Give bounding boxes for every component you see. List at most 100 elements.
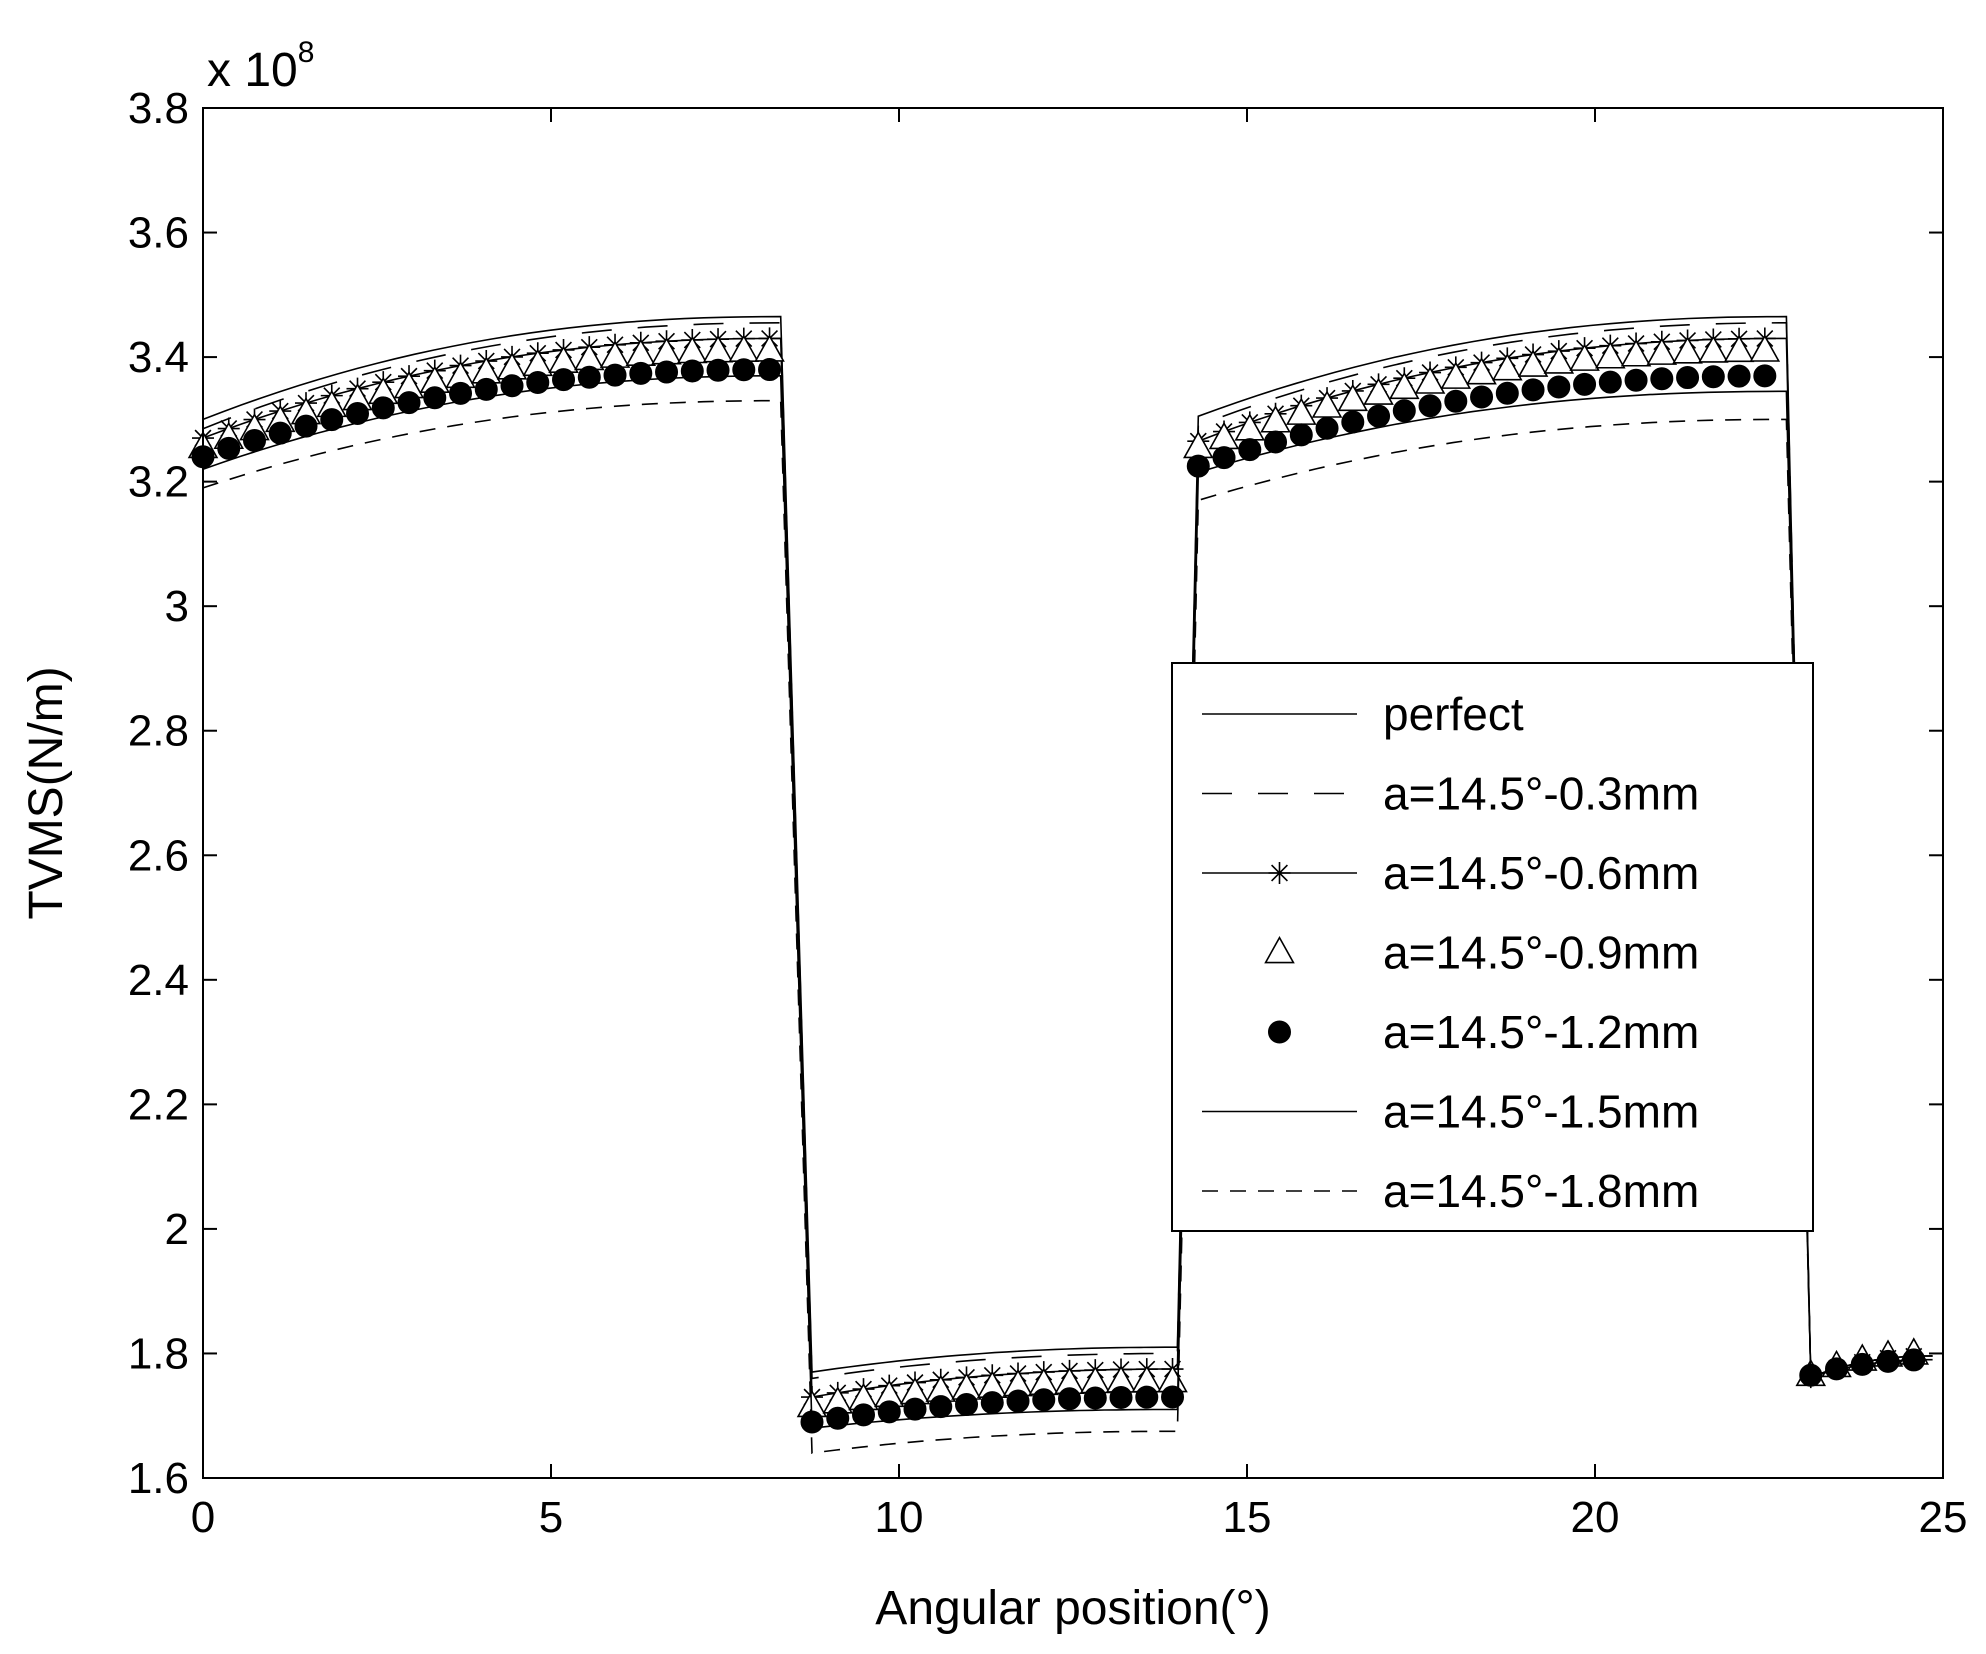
dot-marker: [1624, 368, 1648, 392]
triangle-marker: [1389, 371, 1420, 400]
triangle-marker: [1440, 361, 1472, 389]
y-tick-label: 2.8: [128, 707, 189, 756]
dot-marker: [877, 1400, 901, 1424]
legend-label: a=14.5°-1.2mm: [1383, 1006, 1699, 1058]
triangle-marker: [1337, 383, 1369, 412]
y-tick-label: 3.2: [128, 458, 189, 507]
dot-marker: [1268, 1020, 1291, 1044]
y-tick-label: 2.4: [128, 956, 189, 1005]
dot-marker: [1289, 423, 1313, 447]
x-axis-title: Angular position(°): [875, 1582, 1270, 1635]
dot-marker: [1058, 1387, 1082, 1411]
triangle-marker: [1466, 357, 1497, 385]
dot-marker: [320, 408, 344, 432]
y-tick-label: 3.4: [128, 333, 189, 382]
legend-item: a=14.5°-1.8mm: [1202, 1165, 1699, 1217]
dot-marker: [929, 1395, 953, 1419]
dot-marker: [1161, 1385, 1185, 1409]
legend-item: a=14.5°-1.2mm: [1268, 1006, 1699, 1058]
dot-marker: [980, 1391, 1004, 1415]
dot-marker: [1367, 404, 1391, 428]
dot-marker: [1495, 381, 1519, 405]
legend-label: a=14.5°-1.5mm: [1383, 1086, 1699, 1138]
triangle-marker: [1723, 334, 1755, 363]
dot-marker: [474, 377, 498, 401]
dot-marker: [1444, 389, 1468, 413]
dot-marker: [826, 1406, 850, 1430]
triangle-marker: [1698, 335, 1729, 363]
plot-frame: [202, 107, 1944, 1479]
y-tick-label: 1.8: [128, 1329, 189, 1378]
x-tick-label: 10: [875, 1493, 924, 1542]
y-tick-label: 2: [165, 1205, 189, 1254]
y-multiplier-exponent: 8: [298, 36, 315, 69]
triangle-marker: [1264, 935, 1295, 964]
dot-marker: [1238, 438, 1262, 462]
y-tick-label: 2.2: [128, 1080, 189, 1129]
triangle-marker: [1492, 353, 1523, 381]
dot-marker: [371, 396, 395, 420]
triangle-marker: [1363, 377, 1394, 405]
triangle-marker: [1620, 339, 1652, 367]
dot-marker: [655, 360, 679, 384]
dot-marker: [1109, 1385, 1133, 1409]
dot-marker: [955, 1392, 979, 1416]
dot-marker: [217, 436, 241, 460]
x-tick-label: 25: [1919, 1493, 1968, 1542]
y-multiplier-base: x 10: [207, 44, 298, 97]
legend-item: a=14.5°-0.6mm: [1202, 847, 1699, 899]
triangle-marker: [1414, 366, 1446, 394]
series-a-14-5-1-2mm: [191, 358, 1926, 1434]
dot-marker: [1392, 399, 1416, 423]
y-tick-label: 3: [165, 582, 189, 631]
legend-label: perfect: [1383, 688, 1524, 740]
dot-marker: [758, 358, 782, 382]
legend-label: a=14.5°-0.6mm: [1383, 847, 1699, 899]
legend-item: a=14.5°-0.3mm: [1202, 768, 1699, 820]
y-tick-label: 1.6: [128, 1454, 189, 1503]
star-marker: [1268, 862, 1291, 884]
dot-marker: [903, 1397, 927, 1421]
y-multiplier: x 108: [207, 36, 314, 97]
y-tick-label: 2.6: [128, 831, 189, 880]
dot-marker: [852, 1403, 876, 1427]
dot-marker: [1650, 367, 1674, 391]
dot-marker: [552, 368, 576, 392]
legend-items: perfect a=14.5°-0.3mm a=14.5°-0.6mm a=14.5°…: [1202, 688, 1699, 1217]
dot-marker: [1727, 364, 1751, 388]
dot-marker: [1547, 375, 1571, 399]
dot-marker: [1701, 365, 1725, 389]
triangle-marker: [1569, 343, 1600, 371]
x-tick-label: 15: [1223, 1493, 1272, 1542]
dot-marker: [397, 391, 421, 415]
dot-marker: [1032, 1388, 1056, 1412]
y-tick-label: 3.6: [128, 209, 189, 258]
triangle-marker: [1543, 346, 1575, 374]
dot-marker: [732, 358, 756, 382]
dot-marker: [1470, 385, 1494, 409]
dot-marker: [1573, 372, 1597, 396]
dot-marker: [706, 358, 730, 382]
dot-marker: [423, 386, 447, 410]
dot-marker: [449, 381, 473, 405]
dot-marker: [1825, 1357, 1849, 1381]
y-tick-label: 3.8: [128, 84, 189, 133]
dot-marker: [680, 359, 704, 383]
dot-marker: [500, 374, 524, 398]
dot-marker: [1006, 1389, 1030, 1413]
dot-marker: [1341, 410, 1365, 434]
legend-item: perfect: [1202, 688, 1524, 740]
dot-marker: [1676, 366, 1700, 390]
x-tick-label: 0: [191, 1493, 215, 1542]
triangle-marker: [1672, 336, 1703, 364]
ticks-layer: 0 5 10 15 20 25 1.6 1.8 2 2.2 2.4 2.6 2.8 3 3.2 3.4 3.6 3…: [128, 84, 1968, 1542]
legend-label: a=14.5°-0.9mm: [1383, 927, 1699, 979]
dot-marker: [1264, 430, 1288, 454]
legend-item: a=14.5°-0.9mm: [1264, 927, 1699, 979]
dot-marker: [346, 402, 370, 426]
x-tick-label: 20: [1571, 1493, 1620, 1542]
y-axis-title: TVMS(N/m): [20, 666, 73, 919]
dot-marker: [1418, 394, 1442, 418]
triangle-marker: [1595, 341, 1626, 369]
